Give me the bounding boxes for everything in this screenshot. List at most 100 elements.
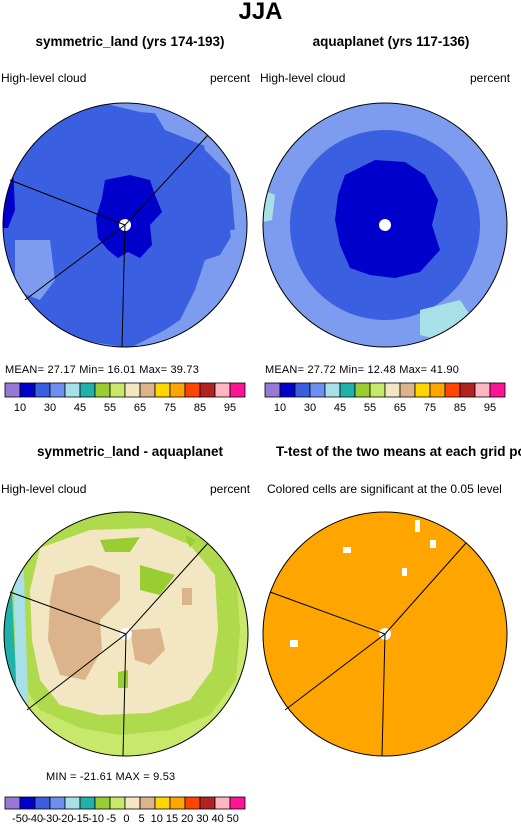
panel2-colorbar-box [384, 382, 401, 398]
panel3-colorbar [4, 796, 246, 810]
panel4-frame [262, 511, 508, 757]
panel1-colorbar-box [139, 382, 156, 398]
panel2-colorbar-box [474, 382, 491, 398]
panel3-colorbar-box [229, 796, 246, 810]
panel1-colorbar-box [124, 382, 141, 398]
panel2-colorbar-tick-label: 10 [273, 402, 287, 414]
panel2-colorbar-box [309, 382, 326, 398]
panel3-map [4, 512, 248, 756]
panel3-colorbar-tick-label: 0 [123, 813, 130, 825]
panel1-colorbar-tick-label: 75 [163, 402, 177, 414]
panel2-colorbar-box [324, 382, 341, 398]
panel2-colorbar-box [339, 382, 356, 398]
panel3-colorbar-tick-label: 15 [165, 813, 179, 825]
panel2-colorbar-tick-label: 65 [393, 402, 407, 414]
panel1-colorbar-box [19, 382, 36, 398]
panel3-colorbar-tick-label: -10 [88, 813, 104, 825]
panel1-colorbar-box [34, 382, 51, 398]
panel3-colorbar-box [214, 796, 231, 810]
panel2-colorbar-tick-label: 30 [303, 402, 317, 414]
panel2-units-label: percent [470, 71, 511, 85]
panel2-colorbar-tick-label: 55 [363, 402, 377, 414]
panel3-colorbar-box [124, 796, 141, 810]
panel3-colorbar-box [169, 796, 186, 810]
panel1-colorbar-tick-label: 45 [73, 402, 87, 414]
panel2-colorbar-box [444, 382, 461, 398]
panel1-frame [2, 102, 248, 348]
panel3-colorbar-tick-label: 30 [196, 813, 209, 825]
panel3-colorbar-tick-label: -50 [12, 813, 28, 825]
panel3-colorbar-tick-label: 50 [226, 813, 239, 825]
panel1-left-label: High-level cloud [1, 71, 87, 85]
panel3-colorbar-box [79, 796, 96, 810]
panel3-colorbar-box [184, 796, 201, 810]
panel3-stats: MIN = -21.61 MAX = 9.53 [46, 771, 176, 783]
panel3-colorbar-tick-label: 20 [181, 813, 194, 825]
panel1-colorbar-box [109, 382, 126, 398]
panel3-title: symmetric_land - aquaplanet [36, 444, 224, 459]
panel3-frame [3, 511, 249, 757]
panel3-colorbar-box [49, 796, 66, 810]
panel2-colorbar-box [459, 382, 476, 398]
panel1-colorbar-box [199, 382, 216, 398]
panel2-colorbar-box [429, 382, 446, 398]
panel3-colorbar-tick-label: -15 [72, 813, 89, 825]
panel1-colorbar-box [169, 382, 186, 398]
panel2-frame [262, 102, 508, 348]
panel4-note: Colored cells are significant at the 0.0… [267, 482, 502, 496]
panel1-colorbar-box [94, 382, 111, 398]
panel2-stats: MEAN= 27.72 Min= 12.48 Max= 41.90 [265, 364, 460, 376]
panel3-colorbar-box [109, 796, 126, 810]
panel3-colorbar-tick-label: 5 [138, 813, 145, 825]
panel1-colorbar-tick-label: 85 [193, 402, 207, 414]
panel4-title: T-test of the two means at each grid poi… [276, 444, 521, 459]
panel1-colorbar-box [214, 382, 231, 398]
panel2-colorbar-box [354, 382, 371, 398]
panel1-colorbar-box [4, 382, 21, 398]
panel2-colorbar-box [294, 382, 311, 398]
panel1-colorbar-box [184, 382, 201, 398]
panel2-map [263, 103, 507, 347]
panel3-colorbar-box [64, 796, 81, 810]
panel1-colorbar-box [154, 382, 171, 398]
panel3-colorbar-box [139, 796, 156, 810]
panel2-colorbar-box [369, 382, 386, 398]
panel2-colorbar-box [414, 382, 431, 398]
panel2-colorbar-tick-label: 95 [483, 402, 497, 414]
panel3-colorbar-box [34, 796, 51, 810]
panel3-colorbar-box [4, 796, 21, 810]
panel1-colorbar-tick-label: 65 [133, 402, 147, 414]
panel1-colorbar-tick-label: 10 [13, 402, 27, 414]
panel2-colorbar-tick-label: 45 [333, 402, 347, 414]
panel1-stats: MEAN= 27.17 Min= 16.01 Max= 39.73 [5, 364, 200, 376]
panel3-colorbar-tick-label: -20 [57, 813, 74, 825]
panel3-colorbar-box [94, 796, 111, 810]
panel3-colorbar-box [199, 796, 216, 810]
panel2-colorbar-tick-label: 75 [423, 402, 437, 414]
panel2-colorbar [264, 382, 506, 398]
panel2-colorbar-box [399, 382, 416, 398]
panel3-colorbar-tick-label: -40 [27, 813, 44, 825]
panel3-colorbar-tick-label: 40 [211, 813, 224, 825]
panel1-units-label: percent [210, 71, 251, 85]
figure-title: JJA [238, 0, 283, 25]
panel2-colorbar-tick-label: 85 [453, 402, 467, 414]
panel3-colorbar-tick-label: -5 [106, 813, 117, 825]
panel1-colorbar-tick-label: 95 [223, 402, 237, 414]
panel2-colorbar-box [264, 382, 281, 398]
panel3-colorbar-tick-label: -30 [42, 813, 59, 825]
panel2-left-label: High-level cloud [260, 71, 346, 85]
panel3-units-label: percent [210, 482, 251, 496]
panel3-colorbar-box [19, 796, 36, 810]
panel1-colorbar-tick-label: 30 [43, 402, 57, 414]
panel3-colorbar-box [154, 796, 171, 810]
panel1-colorbar-box [79, 382, 96, 398]
panel2-colorbar-box [279, 382, 296, 398]
panel3-colorbar-tick-label: 10 [150, 813, 163, 825]
panel1-colorbar-box [49, 382, 66, 398]
panel1-colorbar-tick-label: 55 [103, 402, 117, 414]
panel2-colorbar-box [489, 382, 506, 398]
panel1-title: symmetric_land (yrs 174-193) [35, 34, 225, 49]
panel1-colorbar [4, 382, 246, 398]
panel2-title: aquaplanet (yrs 117-136) [312, 34, 470, 49]
